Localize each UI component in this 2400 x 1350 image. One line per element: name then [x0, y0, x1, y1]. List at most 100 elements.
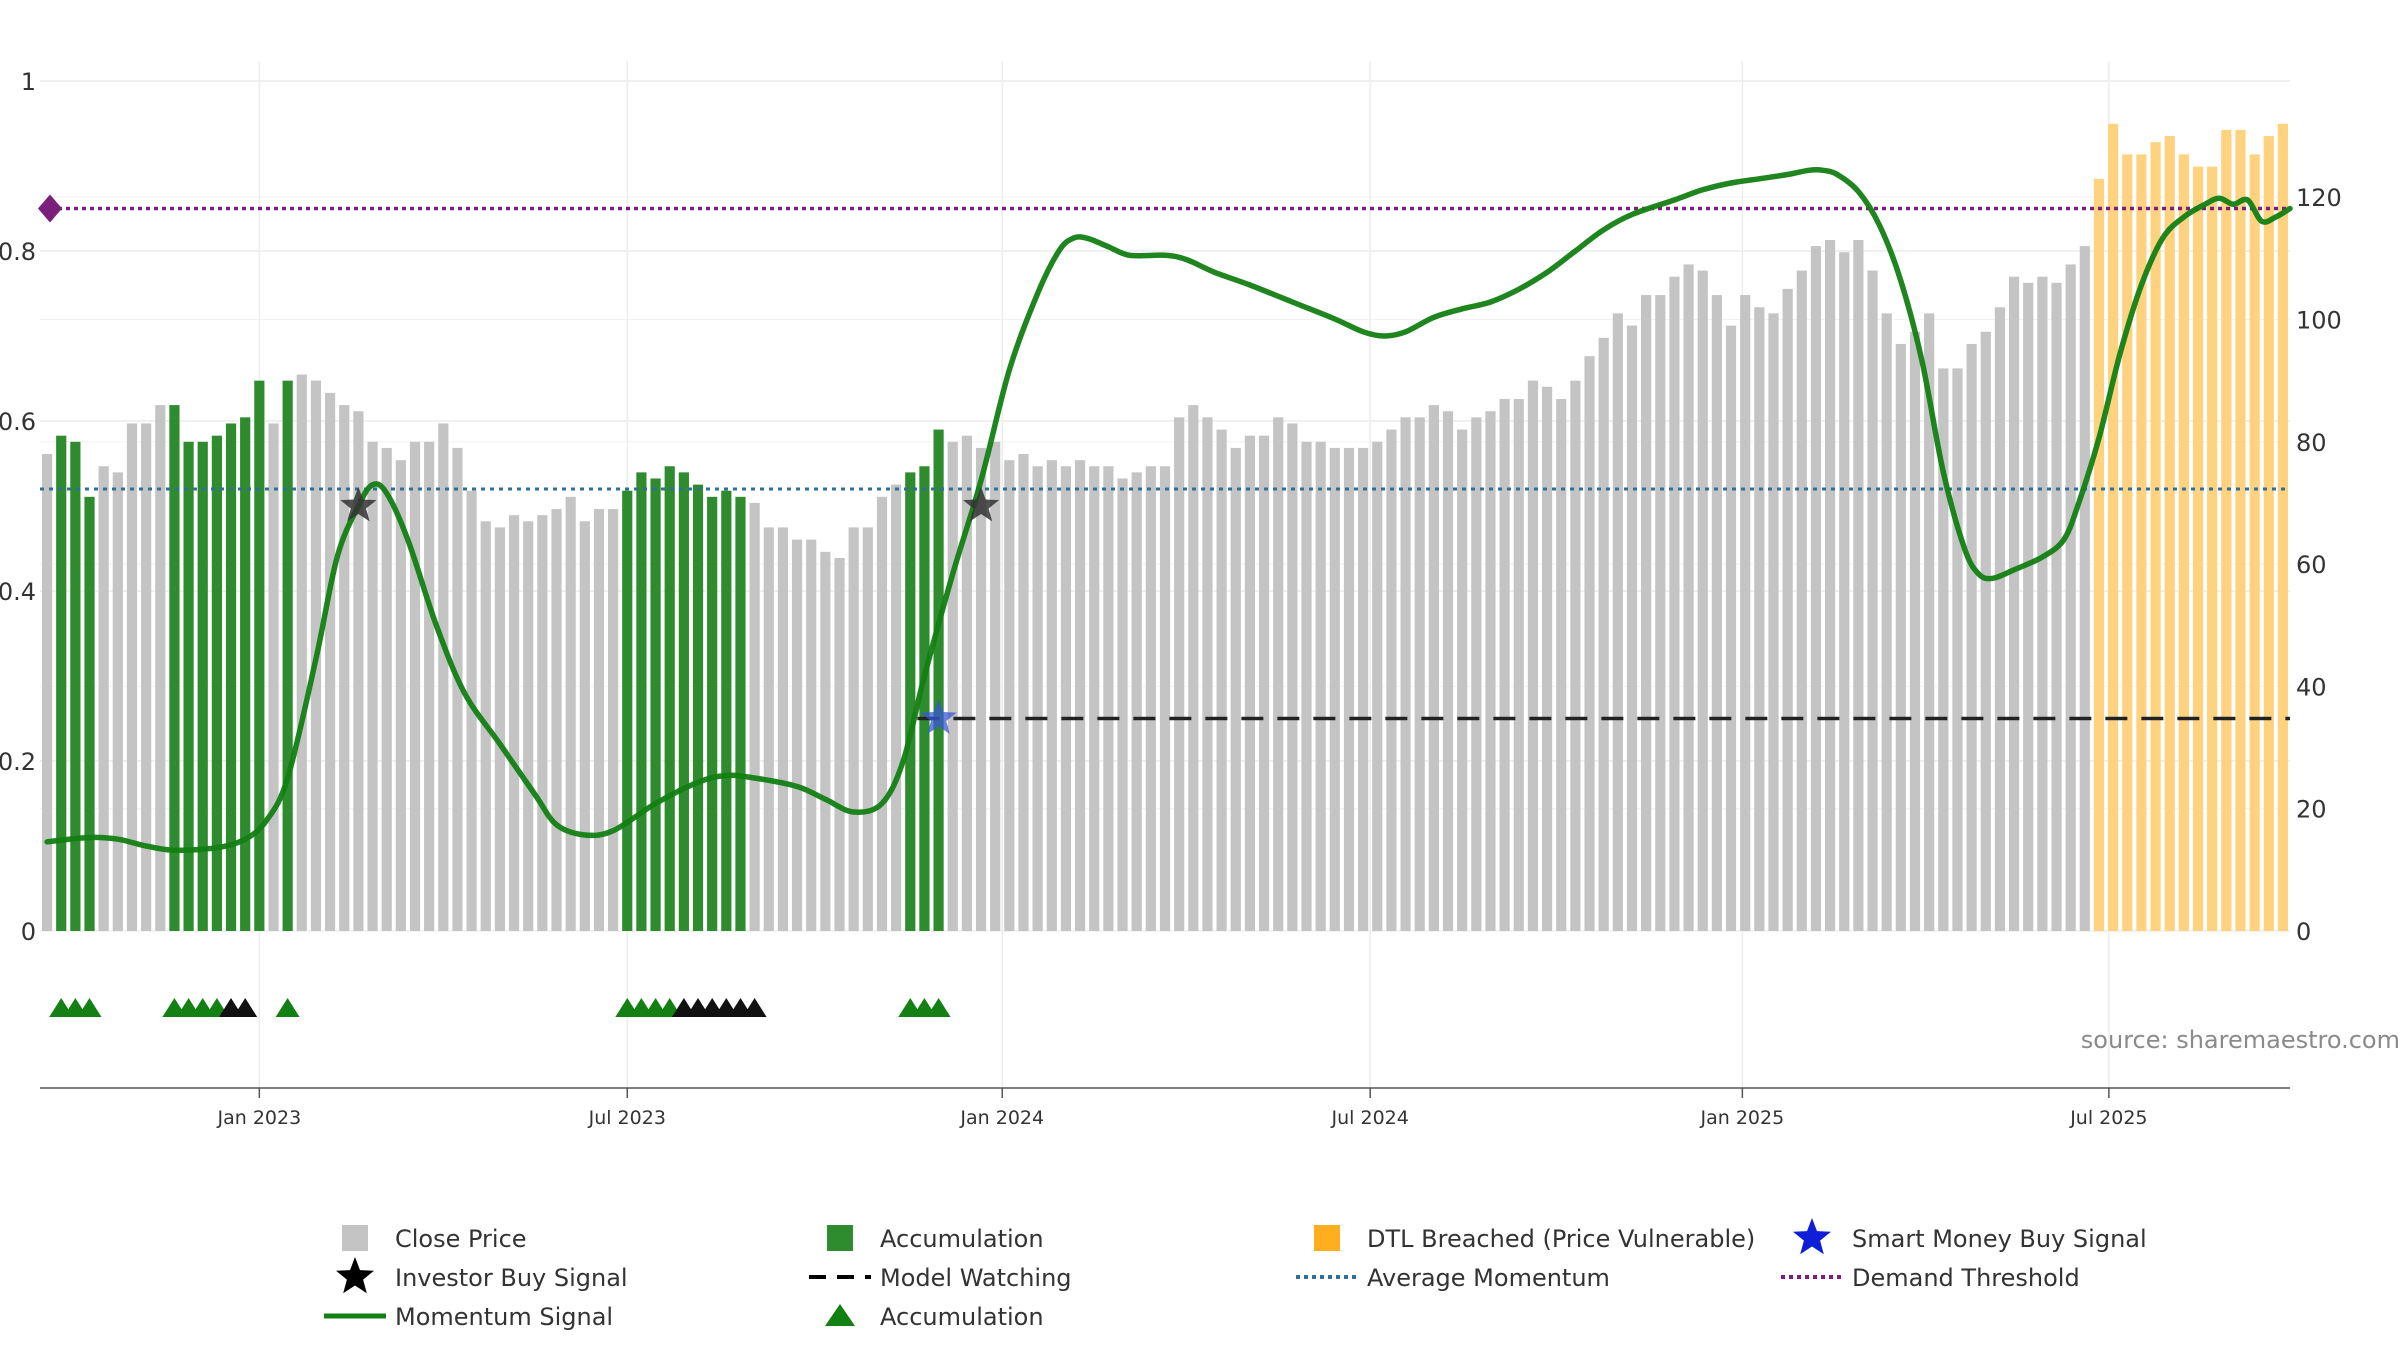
legend-item: Demand Threshold [1781, 1264, 2080, 1292]
price-bar [211, 435, 222, 931]
left-axis-tick: 1 [21, 68, 36, 96]
legend-label: Close Price [395, 1225, 527, 1253]
accumulation-triangle-black [742, 998, 767, 1017]
price-bar [622, 490, 633, 931]
price-bar [777, 527, 789, 931]
price-bar [749, 502, 760, 931]
price-bar [1442, 411, 1454, 932]
right-axis-tick: 40 [2296, 673, 2327, 701]
legend-triangle-icon [825, 1304, 855, 1326]
price-bar [2051, 282, 2062, 931]
accumulation-triangle [275, 998, 300, 1017]
legend-label: Smart Money Buy Signal [1852, 1225, 2147, 1253]
price-bar [1994, 307, 2005, 931]
price-bar [2136, 154, 2147, 931]
price-bar [2008, 276, 2020, 931]
price-bar [381, 447, 392, 931]
price-bar [1202, 417, 1213, 932]
price-bar [1457, 429, 1468, 931]
price-bar [1598, 337, 1609, 932]
source-label: source: sharemaestro.com [2081, 1026, 2400, 1054]
price-bar [1372, 441, 1383, 931]
right-axis-tick: 60 [2296, 551, 2327, 579]
price-bar [2192, 166, 2204, 932]
price-bar [1060, 466, 1072, 931]
price-bar [2065, 264, 2076, 931]
price-bar [1159, 466, 1171, 931]
price-bar [2079, 246, 2090, 932]
left-axis-tick: 0.6 [0, 408, 36, 436]
price-bar [1414, 417, 1425, 932]
accumulation-triangle [77, 998, 102, 1017]
price-bar [1513, 398, 1524, 931]
price-bar [1145, 466, 1156, 931]
price-bar [1867, 270, 1878, 931]
price-bar [1711, 295, 1722, 931]
legend-label: DTL Breached (Price Vulnerable) [1367, 1225, 1755, 1253]
price-bar [1980, 331, 1991, 932]
price-bar [2277, 123, 2289, 931]
right-axis-tick: 100 [2296, 306, 2342, 334]
price-bar [1301, 441, 1312, 931]
price-bar [1188, 405, 1199, 932]
legend-label: Accumulation [880, 1225, 1044, 1253]
legend-label: Investor Buy Signal [395, 1264, 628, 1292]
x-axis-tick-label: Jan 2024 [959, 1107, 1044, 1129]
price-bar [1358, 447, 1369, 931]
price-bar [2221, 129, 2232, 932]
right-axis-tick: 20 [2296, 796, 2327, 824]
price-bar [98, 466, 109, 931]
price-bar [1032, 466, 1043, 931]
price-bar [1966, 343, 1977, 931]
price-bar [141, 423, 152, 931]
price-bar [975, 447, 987, 931]
price-bar [254, 380, 265, 931]
price-bar [1527, 380, 1539, 931]
price-bar [494, 527, 505, 931]
price-bar [721, 490, 732, 931]
price-bar [806, 539, 817, 931]
price-bar [1669, 276, 1680, 931]
price-bar [339, 405, 350, 932]
price-bar [593, 509, 605, 931]
price-bar [1796, 270, 1807, 931]
price-bar [1725, 325, 1737, 932]
price-bar [1909, 331, 1921, 932]
price-bar [1273, 417, 1284, 932]
x-axis-tick-label: Jul 2023 [588, 1107, 666, 1129]
price-bar [678, 472, 689, 931]
price-bar [240, 417, 251, 932]
price-bar [1499, 398, 1510, 931]
x-axis-tick-label: Jul 2024 [1331, 1107, 1409, 1129]
price-bar [1584, 356, 1595, 931]
price-bar [1740, 295, 1751, 931]
price-bar [523, 521, 534, 931]
legend-item: DTL Breached (Price Vulnerable) [1314, 1225, 1755, 1253]
legend: Close Price Accumulation DTL Breached (Pri… [324, 1218, 2147, 1331]
x-axis-tick-label: Jan 2025 [1700, 1107, 1785, 1129]
price-bar [409, 441, 421, 931]
legend-label: Demand Threshold [1852, 1264, 2080, 1292]
price-bar [56, 435, 67, 931]
price-bar [947, 441, 958, 931]
price-bar [353, 411, 364, 932]
investor-buy-star [963, 487, 1000, 522]
legend-swatch [827, 1225, 853, 1251]
price-bar [2150, 142, 2161, 931]
price-bar [905, 472, 916, 931]
price-bar [1258, 435, 1270, 931]
price-bar [990, 441, 1001, 931]
price-bar [1612, 313, 1623, 931]
price-bar [820, 551, 831, 931]
price-bar [1216, 429, 1227, 931]
price-bar [2263, 136, 2274, 932]
legend-swatch [342, 1225, 368, 1251]
price-bar [1075, 460, 1086, 931]
price-bar [1485, 411, 1496, 932]
price-bar [1853, 239, 1864, 932]
price-bar [1018, 454, 1029, 931]
price-bar [325, 392, 336, 931]
price-bar [2093, 178, 2105, 932]
price-bar [1683, 264, 1694, 931]
left-axis-tick: 0.8 [0, 238, 36, 266]
